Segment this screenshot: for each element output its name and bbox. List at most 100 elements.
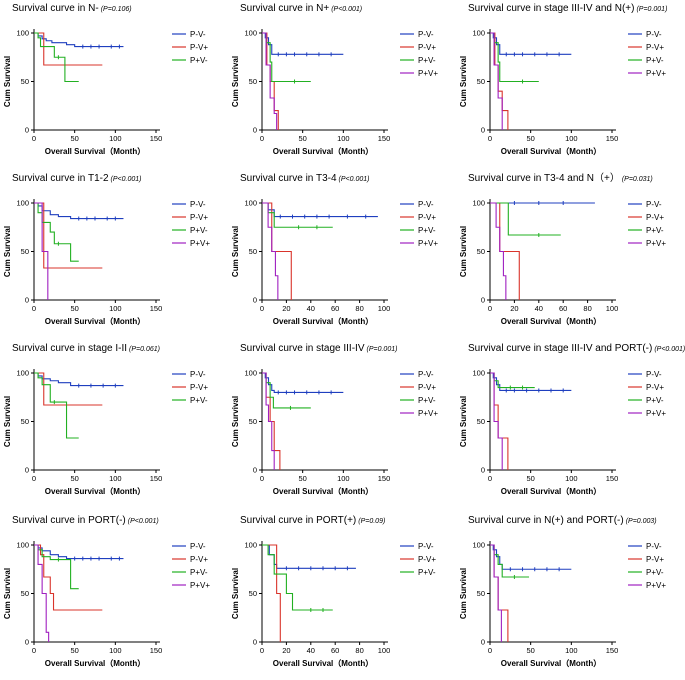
panel-p-value: (P=0.061) [129, 346, 160, 353]
x-tick-label: 60 [331, 304, 339, 313]
x-axis-label: Overall Survival（Month） [501, 316, 601, 326]
x-axis-label: Overall Survival（Month） [501, 146, 601, 156]
panel-p-value: (P<0.001) [111, 176, 142, 183]
panel-title-text: Survival curve in N- [12, 3, 99, 14]
x-tick-label: 40 [307, 646, 315, 655]
x-axis-label: Overall Survival（Month） [273, 146, 373, 156]
panel-p-value: (P<0.001) [654, 346, 685, 353]
y-tick-label: 50 [21, 77, 29, 86]
y-axis-label: Cum Survival [3, 568, 12, 619]
panel-title: Survival curve in N(+) and PORT(-) (P=0.0… [468, 515, 657, 526]
y-axis-label: Cum Survival [459, 568, 468, 619]
x-axis-label: Overall Survival（Month） [273, 316, 373, 326]
x-axis-label: Overall Survival（Month） [501, 486, 601, 496]
legend-label-P+V+: P+V+ [646, 239, 666, 248]
km-panel-5: Survival curve in T3-4 (P<0.001) 0 50 100 0 20… [231, 173, 438, 326]
y-tick-label: 0 [481, 466, 485, 475]
x-tick-label: 0 [488, 646, 492, 655]
km-panel-1: Survival curve in N- (P=0.106) 0 50 100 0 50 10… [3, 3, 208, 156]
x-tick-label: 0 [260, 474, 264, 483]
panel-title-text: Survival curve in N+ [240, 3, 329, 14]
legend-label-P-V+: P-V+ [190, 213, 208, 222]
x-tick-label: 100 [565, 474, 578, 483]
y-tick-label: 50 [249, 417, 257, 426]
panel-title-text: Survival curve in T3-4 [240, 173, 337, 184]
panel-title: Survival curve in T3-4 and N（+） (P=0.031) [468, 172, 653, 184]
x-tick-label: 50 [70, 134, 78, 143]
y-tick-label: 0 [253, 126, 257, 135]
y-tick-label: 100 [244, 29, 257, 38]
km-panel-8: Survival curve in stage III-IV (P=0.001) 0… [231, 343, 438, 496]
y-tick-label: 0 [25, 466, 29, 475]
panel-p-value: (P=0.003) [626, 518, 657, 525]
km-curve-P+V+ [490, 202, 507, 300]
y-tick-label: 50 [249, 77, 257, 86]
x-tick-label: 80 [355, 646, 363, 655]
legend-label-P-V-: P-V- [190, 542, 206, 551]
x-tick-label: 100 [565, 646, 578, 655]
y-tick-label: 100 [244, 541, 257, 550]
x-tick-label: 100 [109, 134, 122, 143]
legend-label-P+V-: P+V- [190, 56, 208, 65]
x-tick-label: 50 [526, 134, 534, 143]
y-tick-label: 100 [472, 199, 485, 208]
panel-title: Survival curve in T3-4 (P<0.001) [240, 173, 369, 184]
km-curve-P+V+ [262, 202, 279, 300]
legend-label-P+V+: P+V+ [418, 239, 438, 248]
y-tick-label: 100 [244, 369, 257, 378]
legend-label-P+V-: P+V- [646, 226, 664, 235]
legend-label-P+V+: P+V+ [190, 239, 210, 248]
x-tick-label: 20 [282, 646, 290, 655]
km-curve-P+V- [490, 32, 539, 83]
x-tick-label: 60 [331, 646, 339, 655]
y-tick-label: 100 [244, 199, 257, 208]
km-curve-P-V- [262, 32, 344, 55]
x-tick-label: 40 [535, 304, 543, 313]
km-panel-2: Survival curve in N+ (P<0.001) 0 50 100 0 50 10… [231, 3, 438, 156]
legend-label-P+V-: P+V- [190, 568, 208, 577]
legend-label-P-V+: P-V+ [418, 43, 436, 52]
km-curve-P+V+ [490, 32, 503, 130]
panel-p-value: (P=0.106) [101, 6, 132, 13]
legend-label-P-V-: P-V- [418, 542, 434, 551]
panel-p-value: (P<0.001) [331, 6, 362, 13]
x-tick-label: 50 [298, 474, 306, 483]
y-tick-label: 100 [16, 199, 29, 208]
legend-label-P-V-: P-V- [418, 370, 434, 379]
x-tick-label: 50 [526, 474, 534, 483]
km-curve-P+V+ [262, 372, 275, 470]
y-axis-label: Cum Survival [3, 56, 12, 107]
x-tick-label: 150 [150, 646, 163, 655]
x-tick-label: 40 [307, 304, 315, 313]
x-tick-label: 0 [32, 304, 36, 313]
x-tick-label: 0 [260, 304, 264, 313]
x-tick-label: 100 [378, 304, 391, 313]
panel-title: Survival curve in T1-2 (P<0.001) [12, 173, 141, 184]
y-tick-label: 50 [249, 247, 257, 256]
legend-label-P+V-: P+V- [418, 396, 436, 405]
y-tick-label: 0 [481, 638, 485, 647]
km-curve-P+V- [490, 202, 561, 236]
x-tick-label: 50 [70, 646, 78, 655]
y-tick-label: 100 [472, 369, 485, 378]
y-tick-label: 50 [21, 417, 29, 426]
y-tick-label: 50 [21, 589, 29, 598]
legend-label-P-V+: P-V+ [646, 555, 664, 564]
legend-label-P-V+: P-V+ [646, 383, 664, 392]
km-curve-P+V- [262, 544, 333, 611]
x-tick-label: 100 [378, 646, 391, 655]
km-curve-P-V- [34, 32, 124, 48]
panel-p-value: (P<0.001) [339, 176, 370, 183]
x-tick-label: 0 [260, 134, 264, 143]
y-tick-label: 0 [481, 296, 485, 305]
panel-title-text: Survival curve in PORT(+) [240, 515, 356, 526]
legend-label-P-V+: P-V+ [646, 213, 664, 222]
panel-title-text: Survival curve in PORT(-) [12, 515, 126, 526]
y-tick-label: 0 [481, 126, 485, 135]
y-tick-label: 100 [16, 29, 29, 38]
panel-title: Survival curve in N+ (P<0.001) [240, 3, 362, 14]
x-tick-label: 150 [606, 474, 619, 483]
y-axis-label: Cum Survival [231, 568, 240, 619]
panel-p-value: (P=0.001) [367, 346, 398, 353]
